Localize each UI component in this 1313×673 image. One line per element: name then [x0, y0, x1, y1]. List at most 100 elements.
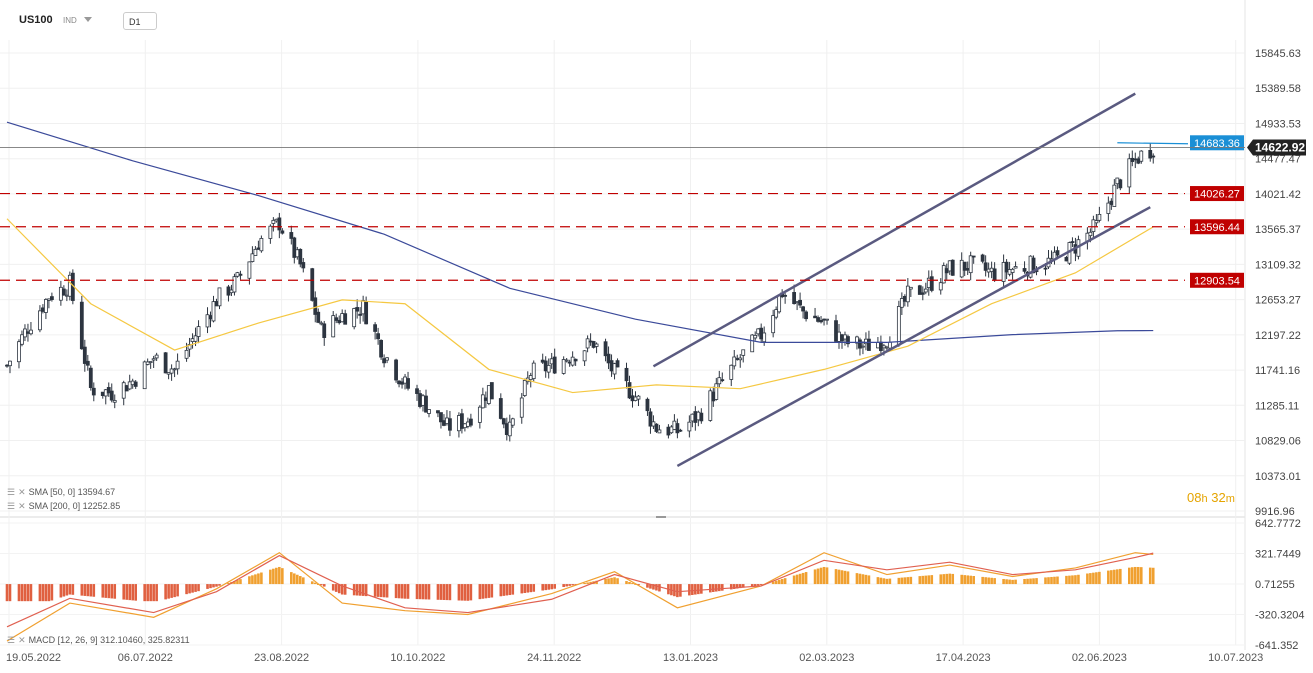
- settings-icon[interactable]: ☰: [7, 487, 16, 497]
- candle-body: [573, 358, 578, 362]
- macd-bar: [290, 572, 293, 585]
- candle-body: [49, 296, 54, 300]
- macd-bar: [278, 566, 281, 585]
- settings-icon[interactable]: ☰: [7, 501, 16, 511]
- macd-bar: [134, 584, 137, 601]
- x-tick-label: 24.11.2022: [527, 652, 581, 664]
- resistance-tag: [1190, 135, 1244, 151]
- settings-icon[interactable]: ☰: [7, 635, 16, 645]
- candle-body: [714, 383, 719, 400]
- level-tag-label: 12903.54: [1194, 275, 1240, 287]
- macd-bar: [478, 584, 482, 600]
- sma200-legend[interactable]: ☰ ✕ SMA [200, 0] 12252.85: [7, 501, 120, 512]
- macd-bar: [86, 584, 90, 597]
- symbol-label[interactable]: US100: [19, 14, 53, 26]
- macd-bar: [795, 574, 799, 585]
- macd-bar: [867, 575, 871, 585]
- macd-bar: [948, 573, 952, 585]
- candle-body: [612, 363, 617, 375]
- macd-bar: [1029, 578, 1032, 585]
- macd-bar: [248, 576, 251, 585]
- macd-bar: [738, 584, 742, 589]
- macd-bar: [385, 584, 389, 598]
- candle-body: [519, 397, 524, 418]
- timeframe-select[interactable]: D1: [123, 12, 157, 30]
- macd-bar: [1047, 577, 1050, 585]
- macd-bar: [322, 584, 326, 587]
- close-icon[interactable]: ✕: [18, 501, 26, 511]
- candle-body: [902, 296, 907, 302]
- candle-body: [121, 382, 126, 399]
- candle-body: [256, 247, 261, 250]
- macd-bar: [625, 581, 628, 585]
- candle-body: [501, 418, 506, 425]
- macd-bar: [861, 574, 865, 585]
- macd-bar: [1148, 567, 1152, 585]
- current-price-tag: [1247, 139, 1306, 156]
- candle-body: [226, 286, 231, 296]
- macd-bar: [239, 579, 242, 585]
- candle-body: [313, 297, 318, 315]
- macd-bar: [903, 577, 907, 585]
- candle-body: [169, 368, 174, 374]
- macd-bar: [257, 573, 260, 585]
- candle-body: [151, 358, 156, 361]
- macd-bar: [373, 584, 377, 597]
- chevron-down-icon[interactable]: [84, 17, 92, 22]
- macd-bar: [176, 584, 179, 597]
- close-icon[interactable]: ✕: [18, 487, 26, 497]
- macd-bar: [107, 584, 111, 599]
- macd-bar: [1151, 567, 1155, 585]
- candle-body: [899, 298, 904, 308]
- candle-body: [1112, 184, 1117, 207]
- candle-body: [44, 299, 48, 313]
- candle-body: [109, 390, 114, 401]
- candle-body: [100, 391, 105, 397]
- candle-body: [989, 267, 994, 272]
- candle-body: [750, 334, 755, 353]
- candle-body: [498, 398, 503, 419]
- candle-body: [1013, 266, 1018, 269]
- macd-bar: [319, 584, 323, 586]
- macd-bar: [771, 581, 775, 585]
- close-icon[interactable]: ✕: [18, 635, 26, 645]
- macd-bar: [212, 584, 215, 588]
- macd-bar: [296, 574, 299, 585]
- macd-bar: [1095, 572, 1098, 585]
- macd-bar: [819, 567, 823, 585]
- macd-bar: [714, 584, 718, 592]
- macd-bar: [780, 579, 784, 585]
- macd-bar: [616, 578, 619, 585]
- macd-bar: [358, 584, 362, 596]
- macd-bar: [469, 584, 473, 601]
- candle-body: [528, 375, 533, 380]
- macd-bar: [275, 567, 278, 585]
- candle-body: [190, 338, 195, 342]
- x-tick-label: 19.05.2022: [6, 652, 61, 664]
- candle-body: [908, 286, 913, 290]
- candle-body: [145, 361, 150, 365]
- macd-legend[interactable]: ☰ ✕ MACD [12, 26, 9] 312.10460, 325.82311: [7, 635, 190, 646]
- candle-body: [480, 394, 485, 409]
- macd-bar: [759, 584, 763, 586]
- candle-body: [876, 342, 880, 349]
- macd-bar: [511, 584, 515, 595]
- x-tick-label: 06.07.2022: [118, 652, 173, 664]
- macd-bar: [101, 584, 105, 598]
- candle-body: [756, 328, 761, 335]
- macd-bar: [595, 580, 598, 585]
- sma50-legend[interactable]: ☰ ✕ SMA [50, 0] 13594.67: [7, 487, 115, 498]
- macd-tick-label: 321.7449: [1255, 549, 1301, 561]
- x-tick-label: 10.07.2023: [1208, 652, 1263, 664]
- macd-bar: [439, 584, 443, 600]
- macd-bar: [945, 573, 949, 585]
- macd-bar: [741, 584, 745, 588]
- candle-body: [861, 345, 865, 348]
- candle-body: [148, 361, 153, 363]
- macd-bar: [951, 573, 955, 585]
- level-tag: [1190, 272, 1244, 288]
- macd-bar: [122, 584, 126, 600]
- candle-body: [645, 398, 650, 412]
- macd-bar: [1089, 573, 1092, 585]
- candle-body: [1031, 257, 1036, 274]
